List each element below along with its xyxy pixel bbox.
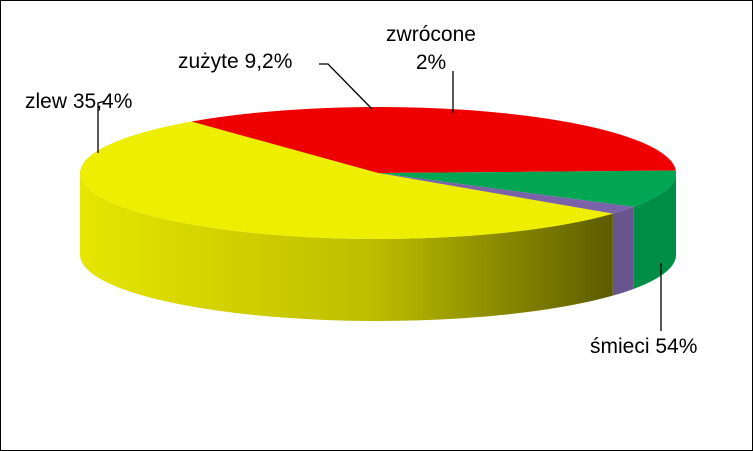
leader-line-zuzyte xyxy=(319,63,373,110)
pie-slice-zuzyte xyxy=(378,170,677,207)
pie-slice-zwrocone xyxy=(378,173,634,214)
data-label-zwrocone-value: 2% xyxy=(416,51,446,74)
pie-side-zwrocone xyxy=(612,206,634,296)
leader-lines xyxy=(97,63,662,331)
pie-top-faces xyxy=(80,107,677,239)
leader-line-zlew xyxy=(97,100,106,153)
data-label-zuzyte: zużyte 9,2% xyxy=(178,50,292,73)
pie-side-zuzyte xyxy=(633,173,676,289)
data-label-smieci: śmieci 54% xyxy=(590,335,697,358)
pie-slice-zlew xyxy=(191,107,676,173)
pie-side-walls xyxy=(80,173,676,322)
data-label-zwrocone-name: zwrócone xyxy=(386,23,476,46)
pie-slice-smieci xyxy=(80,121,613,239)
pie-side-smieci xyxy=(80,173,613,322)
data-label-zlew: zlew 35,4% xyxy=(25,90,132,113)
